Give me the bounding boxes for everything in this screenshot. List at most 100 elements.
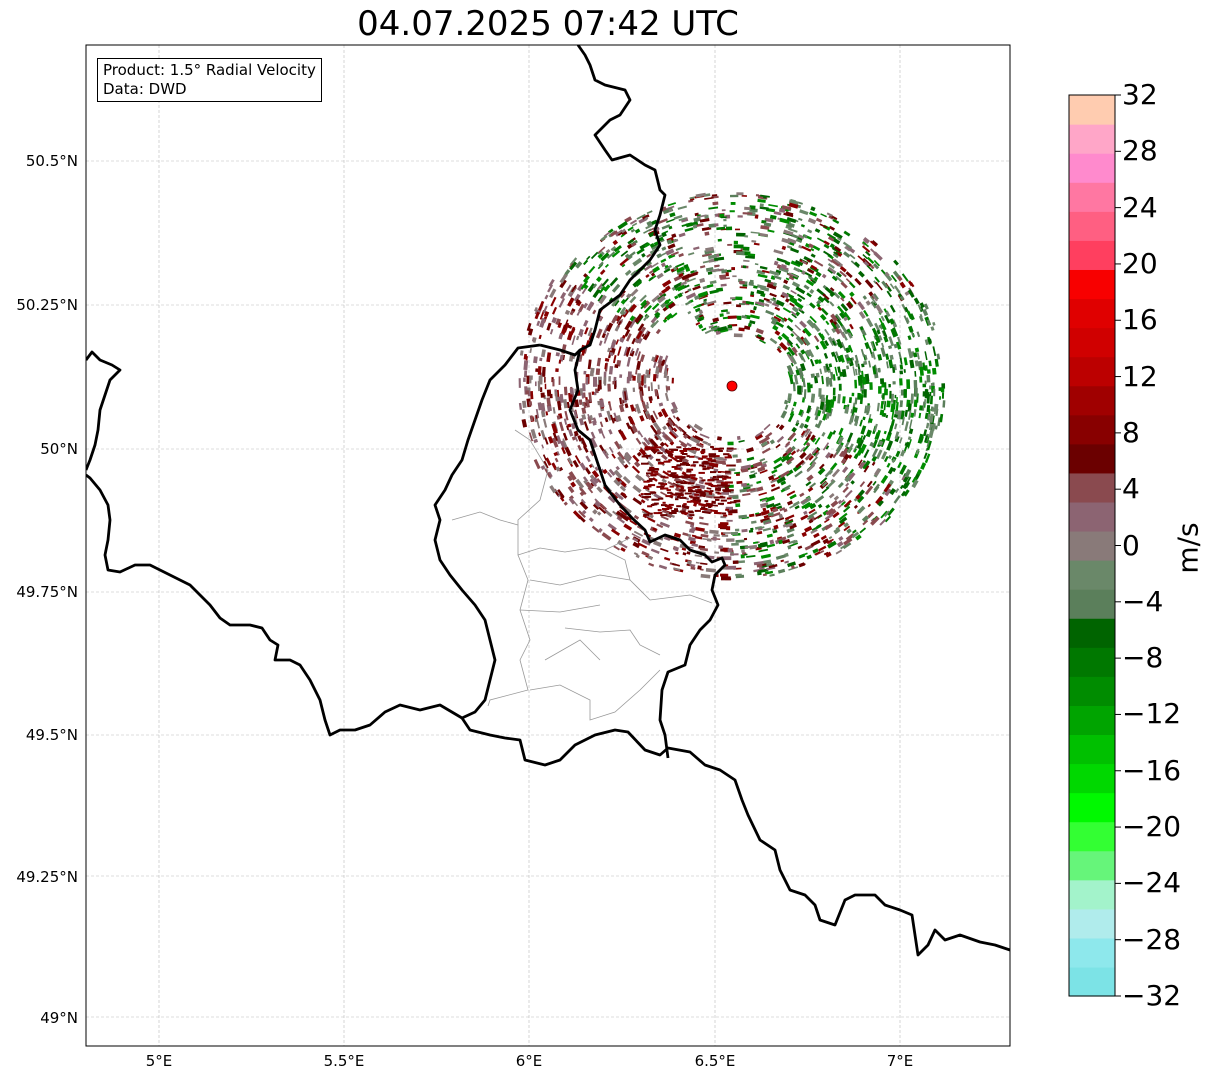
echo-pixel [914,360,919,367]
echo-pixel [910,393,914,404]
echo-pixel [826,538,834,544]
echo-pixel [672,476,680,479]
echo-pixel [686,500,692,503]
echo-pixel [922,362,926,371]
lat-label-50-5: 50.5°N [25,152,78,170]
echo-pixel [690,464,696,467]
echo-pixel [675,456,680,459]
echo-pixel [636,451,642,457]
echo-pixel [660,359,666,367]
echo-pixel [907,289,915,298]
echo-pixel [862,334,867,341]
echo-pixel [733,448,737,450]
echo-pixel [580,437,588,448]
echo-pixel [651,244,660,251]
echo-pixel [819,223,828,229]
echo-pixel [614,491,624,501]
echo-pixel [705,246,715,252]
echo-pixel [656,523,664,529]
echo-pixel [563,418,568,425]
echo-pixel [876,402,880,412]
echo-pixel [787,353,794,364]
echo-pixel [712,484,718,487]
echo-pixel [632,484,642,494]
echo-pixel [918,412,922,419]
echo-pixel [716,487,721,490]
echo-pixel [664,392,669,402]
echo-pixel [768,475,775,481]
echo-pixel [592,283,598,289]
echo-pixel [933,388,936,397]
echo-pixel [750,231,760,234]
echo-pixel [875,341,879,346]
echo-pixel [885,271,890,277]
echo-pixel [695,442,704,449]
echo-pixel [619,374,623,378]
echo-pixel [631,222,638,227]
echo-pixel [525,390,529,395]
echo-pixel [913,352,918,358]
echo-pixel [673,281,683,289]
echo-pixel [610,414,615,424]
echo-pixel [795,421,800,427]
echo-pixel [861,515,869,523]
echo-pixel [606,322,614,332]
echo-pixel [698,457,703,460]
echo-pixel [598,340,603,346]
echo-pixel [884,515,892,523]
echo-pixel [607,495,616,504]
echo-pixel [571,407,574,412]
echo-pixel [788,199,799,206]
echo-pixel [807,511,818,519]
echo-pixel [669,485,674,488]
echo-pixel [828,225,835,231]
country-borders [86,45,1010,957]
echo-pixel [552,407,556,414]
echo-pixel [784,486,790,492]
echo-pixel [580,498,586,505]
echo-pixel [651,294,661,303]
echo-pixel [748,513,755,518]
colorbar-segment [1069,240,1115,270]
echo-pixel [854,421,859,427]
echo-pixel [588,332,593,341]
echo-pixel [725,578,732,581]
echo-pixel [746,447,754,453]
echo-pixel [758,298,765,303]
echo-pixel [731,267,735,271]
echo-pixel [780,454,790,463]
echo-pixel [631,337,637,345]
echo-pixel [597,527,603,533]
echo-pixel [585,481,594,490]
echo-pixel [863,309,869,317]
echo-pixel [840,325,849,335]
echo-pixel [641,378,644,386]
echo-pixel [843,525,851,532]
echo-pixel [658,482,664,485]
echo-pixel [660,491,667,497]
colorbar-segment [1069,472,1115,503]
echo-pixel [670,429,679,438]
echo-pixel [554,391,559,402]
echo-pixel [643,485,650,488]
echo-pixel [702,461,709,464]
echo-pixel [818,463,825,470]
echo-pixel [707,442,712,447]
echo-pixel [658,363,664,373]
echo-pixel [845,347,851,354]
echo-pixel [773,275,782,280]
echo-pixel [623,523,633,531]
echo-pixel [686,560,692,565]
radar-site-marker [726,380,738,392]
echo-pixel [743,246,750,251]
echo-pixel [671,466,678,468]
echo-pixel [583,370,587,375]
echo-pixel [651,356,655,362]
echo-pixel [653,512,662,515]
echo-pixel [788,202,799,209]
echo-pixel [769,292,777,298]
echo-pixel [647,555,653,561]
echo-pixel [582,383,586,392]
echo-pixel [786,527,795,534]
echo-pixel [757,273,768,279]
